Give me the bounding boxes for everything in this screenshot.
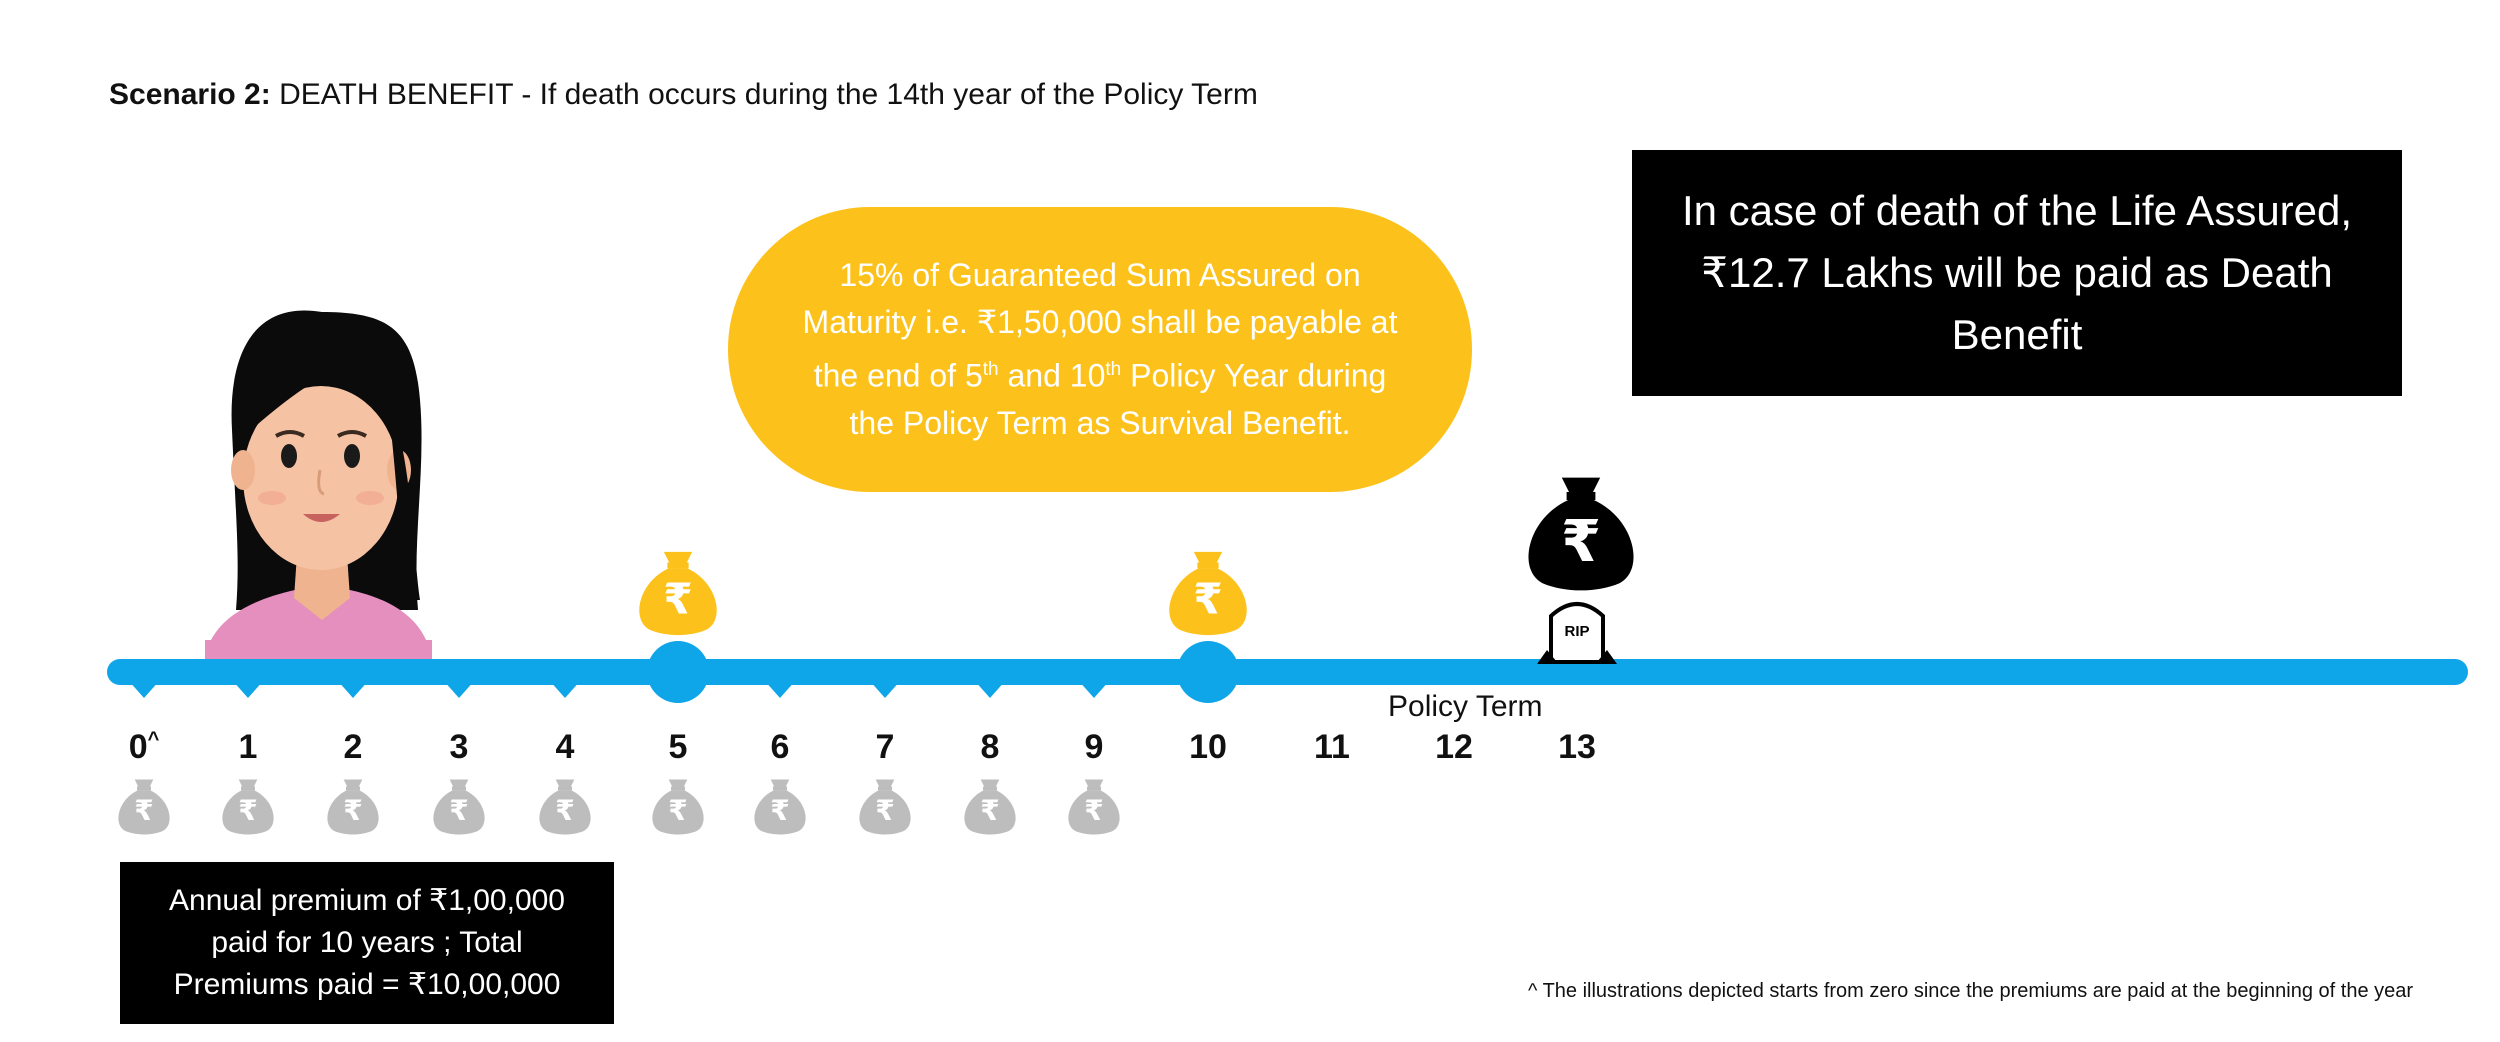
svg-text:₹: ₹ xyxy=(980,794,1000,827)
svg-text:₹: ₹ xyxy=(343,794,363,827)
timeline-notch xyxy=(232,680,264,698)
timeline-notch xyxy=(337,680,369,698)
svg-text:₹: ₹ xyxy=(555,794,575,827)
svg-text:₹: ₹ xyxy=(449,794,469,827)
premium-bag-icon: ₹ xyxy=(754,779,806,835)
scenario-text: DEATH BENEFIT - If death occurs during t… xyxy=(279,78,1258,111)
bubble-line-3b: and 10 xyxy=(998,357,1106,394)
premium-bag-icon: ₹ xyxy=(118,779,170,835)
svg-text:₹: ₹ xyxy=(663,575,693,624)
svg-text:RIP: RIP xyxy=(1564,623,1589,640)
zero-caret: ^ xyxy=(147,728,160,751)
tick-label: 8 xyxy=(980,728,1000,766)
timeline-notch xyxy=(128,680,160,698)
survival-marker xyxy=(647,641,709,703)
tick-label: 13 xyxy=(1558,728,1596,766)
svg-text:₹: ₹ xyxy=(1561,508,1601,575)
death-benefit-box: In case of death of the Life Assured, ₹1… xyxy=(1632,150,2402,396)
tick-label: 10 xyxy=(1189,728,1227,766)
svg-text:₹: ₹ xyxy=(875,794,895,827)
timeline-notch xyxy=(974,680,1006,698)
premium-bag-icon: ₹ xyxy=(859,779,911,835)
tick-label: 5 xyxy=(668,728,688,766)
tick-label: 6 xyxy=(770,728,790,766)
premium-bag-icon: ₹ xyxy=(964,779,1016,835)
tombstone-icon: RIP xyxy=(1537,602,1617,664)
timeline-notch xyxy=(443,680,475,698)
tick-label: 2 xyxy=(343,728,363,766)
premium-bag-icon: ₹ xyxy=(539,779,591,835)
svg-text:₹: ₹ xyxy=(668,794,688,827)
svg-text:₹: ₹ xyxy=(1084,794,1104,827)
bubble-line-3c: Policy Year during xyxy=(1121,357,1387,394)
bubble-sup-1: th xyxy=(982,359,999,381)
scenario-title: Scenario 2: DEATH BENEFIT - If death occ… xyxy=(109,78,1258,112)
premium-bag-icon: ₹ xyxy=(1068,779,1120,835)
tick-label: 1 xyxy=(238,728,258,766)
bubble-sup-2: th xyxy=(1105,359,1122,381)
svg-text:₹: ₹ xyxy=(1193,575,1223,624)
svg-text:₹: ₹ xyxy=(134,794,154,827)
tick-label: 9 xyxy=(1084,728,1104,766)
timeline-notch xyxy=(1078,680,1110,698)
bubble-line-2: Maturity i.e. ₹1,50,000 shall be payable… xyxy=(802,304,1398,341)
bubble-line-4: the Policy Term as Survival Benefit. xyxy=(849,404,1351,441)
tick-label: 0^ xyxy=(128,728,160,766)
tick-label: 7 xyxy=(875,728,895,766)
timeline-notch xyxy=(764,680,796,698)
money-bag-icon: ₹ xyxy=(639,551,717,636)
premium-bag-icon: ₹ xyxy=(433,779,485,835)
tick-label: 4 xyxy=(555,728,575,766)
timeline-notch xyxy=(869,680,901,698)
tick-label: 11 xyxy=(1314,728,1350,766)
premium-bag-icon: ₹ xyxy=(652,779,704,835)
money-bag-icon: ₹ xyxy=(1169,551,1247,636)
tick-label: 12 xyxy=(1435,728,1473,766)
money-bag-icon: ₹ xyxy=(1528,477,1634,591)
svg-text:₹: ₹ xyxy=(238,794,258,827)
svg-text:₹: ₹ xyxy=(770,794,790,827)
survival-benefit-bubble: 15% of Guaranteed Sum Assured on Maturit… xyxy=(728,207,1472,492)
premium-box: Annual premium of ₹1,00,000 paid for 10 … xyxy=(120,862,614,1024)
bubble-line-1: 15% of Guaranteed Sum Assured on xyxy=(839,257,1361,294)
scenario-label: Scenario 2: xyxy=(109,78,271,111)
policy-term-label: Policy Term xyxy=(1388,690,1543,723)
premium-bag-icon: ₹ xyxy=(327,779,379,835)
tick-label: 3 xyxy=(449,728,469,766)
survival-marker xyxy=(1177,641,1239,703)
person-avatar xyxy=(205,310,432,662)
premium-bag-icon: ₹ xyxy=(222,779,274,835)
bubble-line-3a: the end of 5 xyxy=(813,357,983,394)
footnote: ^ The illustrations depicted starts from… xyxy=(1528,980,2414,1002)
timeline-notch xyxy=(549,680,581,698)
